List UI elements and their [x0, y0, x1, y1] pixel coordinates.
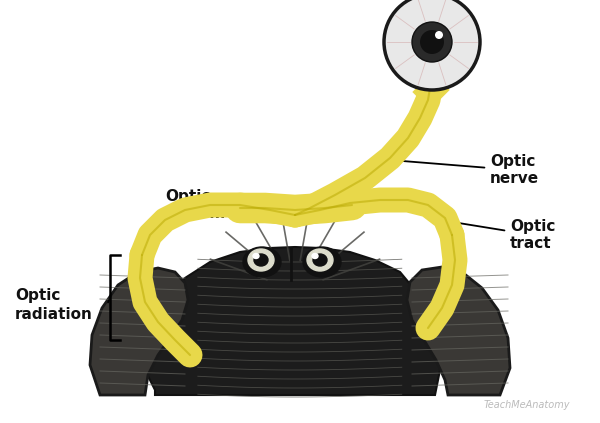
Circle shape: [384, 0, 480, 90]
Polygon shape: [90, 268, 188, 395]
Ellipse shape: [312, 253, 318, 258]
Text: TeachMeAnatomy: TeachMeAnatomy: [484, 400, 570, 410]
Text: Optic
nerve: Optic nerve: [393, 154, 539, 186]
Circle shape: [435, 31, 443, 39]
Ellipse shape: [313, 254, 327, 266]
Polygon shape: [407, 267, 510, 395]
Ellipse shape: [253, 253, 259, 258]
Polygon shape: [140, 247, 440, 395]
Circle shape: [420, 30, 444, 54]
Ellipse shape: [307, 249, 333, 271]
Text: Optic
chiasm: Optic chiasm: [165, 189, 277, 221]
Ellipse shape: [243, 247, 281, 277]
Ellipse shape: [248, 249, 274, 271]
Text: Optic
radiation: Optic radiation: [15, 288, 93, 322]
Text: Optic
tract: Optic tract: [443, 219, 556, 251]
Ellipse shape: [254, 254, 268, 266]
Circle shape: [412, 22, 452, 62]
Ellipse shape: [303, 247, 341, 277]
